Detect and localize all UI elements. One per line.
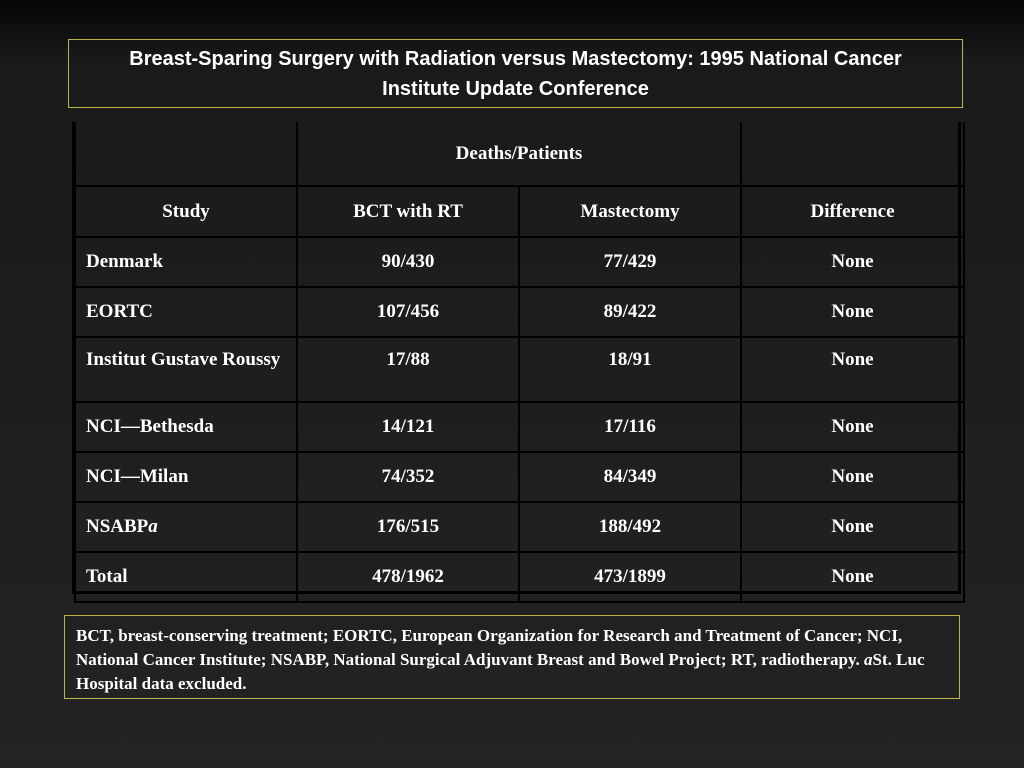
difference-cell: None: [740, 401, 965, 453]
study-cell: Institut Gustave Roussy: [74, 336, 298, 403]
footnote-marker: a: [148, 516, 158, 537]
bct-cell: 17/88: [296, 336, 520, 403]
mastectomy-cell: 77/429: [518, 236, 742, 288]
table-column-header-row: Study BCT with RT Mastectomy Difference: [74, 185, 965, 238]
results-table: Deaths/Patients Study BCT with RT Mastec…: [74, 122, 965, 603]
footnote-text: BCT, breast-conserving treatment; EORTC,…: [76, 626, 903, 669]
column-header-study: Study: [74, 185, 298, 238]
mastectomy-cell: 17/116: [518, 401, 742, 453]
table-row: Institut Gustave Roussy 17/88 18/91 None: [74, 336, 965, 403]
footnote-box: BCT, breast-conserving treatment; EORTC,…: [64, 615, 960, 699]
study-cell: NCI—Milan: [74, 451, 298, 503]
difference-cell: None: [740, 501, 965, 553]
column-header-bct: BCT with RT: [296, 185, 520, 238]
bct-cell: 478/1962: [296, 551, 520, 603]
results-table-container: Deaths/Patients Study BCT with RT Mastec…: [72, 122, 965, 603]
slide-title-box: Breast-Sparing Surgery with Radiation ve…: [68, 39, 963, 108]
mastectomy-cell: 473/1899: [518, 551, 742, 603]
bct-cell: 107/456: [296, 286, 520, 338]
footnote-marker: a: [864, 650, 873, 669]
mastectomy-cell: 84/349: [518, 451, 742, 503]
difference-cell: None: [740, 551, 965, 603]
study-cell: Total: [74, 551, 298, 603]
study-cell: NSABPa: [74, 501, 298, 553]
column-header-difference: Difference: [740, 185, 965, 238]
empty-header-cell: [74, 122, 298, 187]
table-row: Denmark 90/430 77/429 None: [74, 236, 965, 288]
bct-cell: 90/430: [296, 236, 520, 288]
difference-cell: None: [740, 236, 965, 288]
study-cell: EORTC: [74, 286, 298, 338]
table-row: NSABPa 176/515 188/492 None: [74, 501, 965, 553]
difference-cell: None: [740, 451, 965, 503]
table-row-total: Total 478/1962 473/1899 None: [74, 551, 965, 603]
mastectomy-cell: 188/492: [518, 501, 742, 553]
bct-cell: 74/352: [296, 451, 520, 503]
table-row: NCI—Milan 74/352 84/349 None: [74, 451, 965, 503]
slide-title: Breast-Sparing Surgery with Radiation ve…: [129, 47, 902, 100]
mastectomy-cell: 18/91: [518, 336, 742, 403]
table-row: EORTC 107/456 89/422 None: [74, 286, 965, 338]
study-cell: Denmark: [74, 236, 298, 288]
study-name: NSABP: [86, 516, 149, 537]
mastectomy-cell: 89/422: [518, 286, 742, 338]
empty-header-cell: [740, 122, 965, 187]
deaths-patients-header: Deaths/Patients: [296, 122, 742, 187]
table-group-header-row: Deaths/Patients: [74, 122, 965, 187]
difference-cell: None: [740, 286, 965, 338]
study-cell: NCI—Bethesda: [74, 401, 298, 453]
difference-cell: None: [740, 336, 965, 403]
bct-cell: 14/121: [296, 401, 520, 453]
bct-cell: 176/515: [296, 501, 520, 553]
column-header-mastectomy: Mastectomy: [518, 185, 742, 238]
footnote-marker-text: St. Luc Hospital data excluded.: [76, 650, 925, 693]
table-row: NCI—Bethesda 14/121 17/116 None: [74, 401, 965, 453]
